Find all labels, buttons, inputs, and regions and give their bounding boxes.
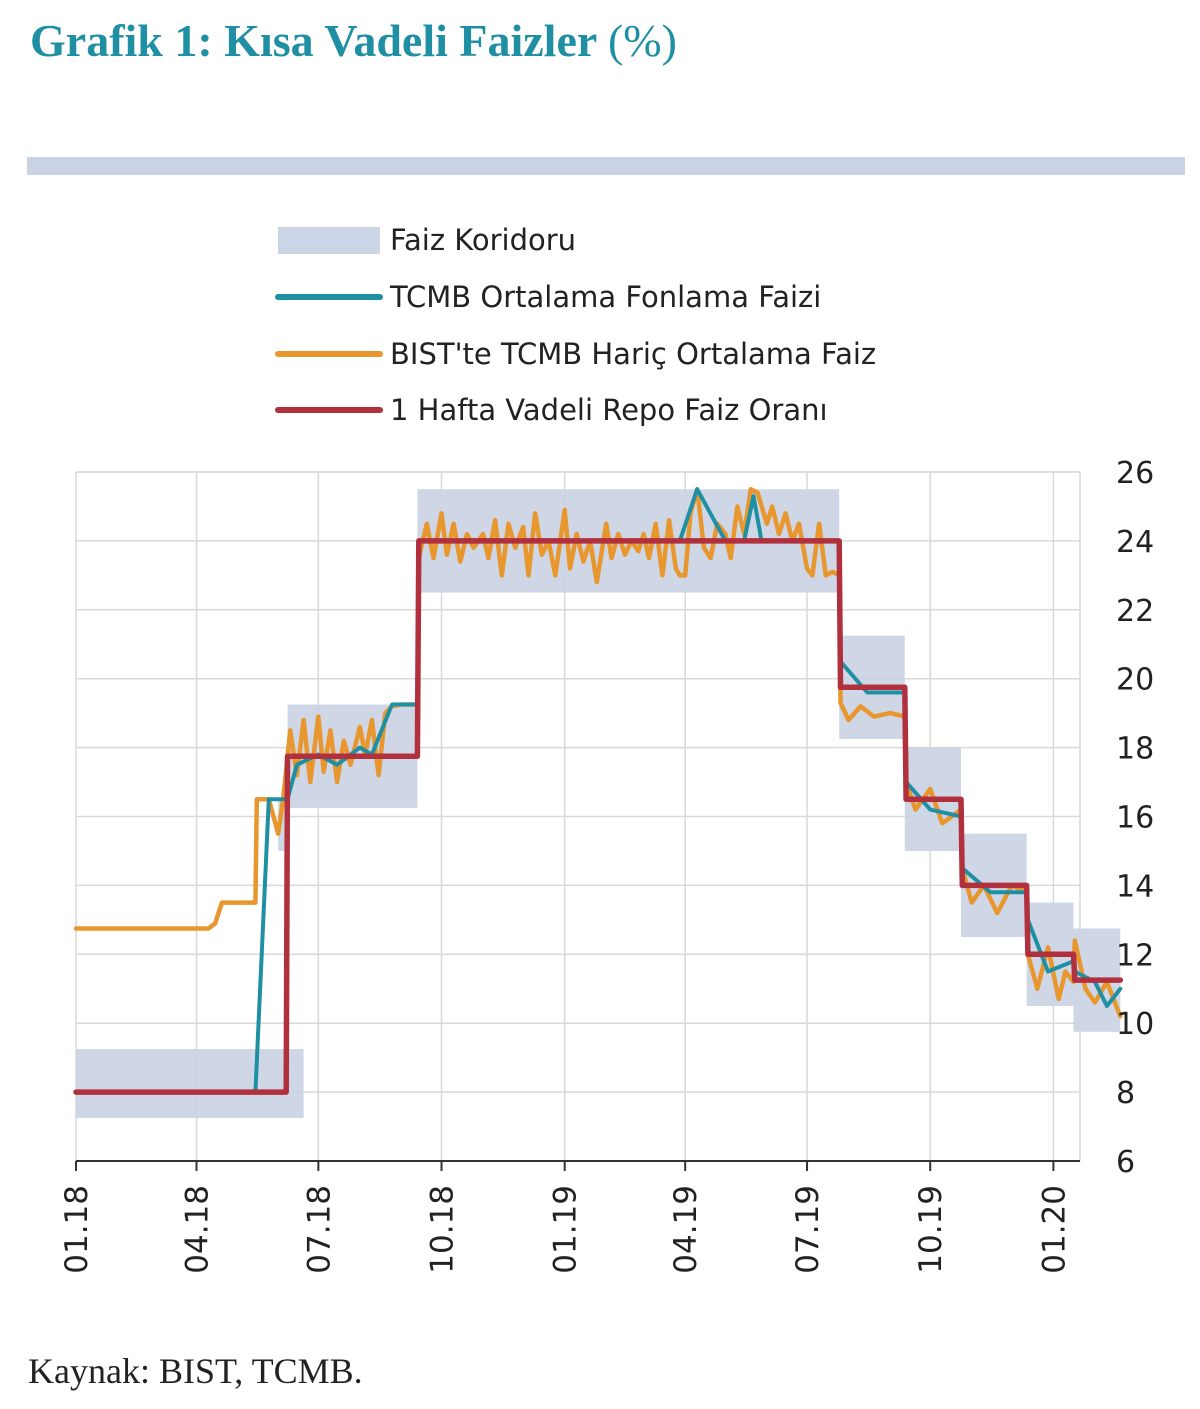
y-tick-label-10: 10 (1116, 1007, 1154, 1042)
chart-title-unit: (%) (607, 15, 677, 66)
x-tick-label-4: 01.19 (548, 1185, 584, 1274)
legend: Faiz Koridoru TCMB Ortalama Fonlama Faizi… (275, 223, 876, 427)
x-tick-label-0: 01.18 (59, 1185, 95, 1274)
y-tick-label-8: 8 (1116, 1076, 1135, 1111)
x-tick-label-6: 07.19 (790, 1185, 826, 1274)
x-tick-label-2: 07.18 (301, 1185, 337, 1274)
y-tick-label-26: 26 (1116, 456, 1154, 491)
legend-label-0: Faiz Koridoru (390, 223, 576, 257)
y-tick-label-24: 24 (1116, 525, 1154, 560)
legend-label-2: BIST'te TCMB Hariç Ortalama Faiz (390, 337, 876, 371)
y-tick-label-18: 18 (1116, 732, 1154, 767)
x-tick-label-3: 10.18 (425, 1185, 461, 1274)
series-line-2 (73, 486, 1123, 1019)
corridor-band-1 (278, 799, 288, 851)
legend-label-3: 1 Hafta Vadeli Repo Faiz Oranı (390, 393, 828, 427)
source-note: Kaynak: BIST, TCMB. (28, 1351, 363, 1391)
y-tick-label-14: 14 (1116, 869, 1154, 904)
y-tick-label-12: 12 (1116, 938, 1154, 973)
y-tick-label-6: 6 (1116, 1145, 1135, 1180)
y-tick-label-16: 16 (1116, 801, 1154, 836)
x-tick-label-5: 04.19 (668, 1185, 704, 1274)
corridor-band-0 (76, 1049, 304, 1118)
axes: 6 8 10 12 14 16 18 20 22 24 26 01.18 04.18 07.18 10.18… (59, 456, 1154, 1274)
legend-swatch-faiz-koridoru (278, 227, 380, 254)
legend-label-1: TCMB Ortalama Fonlama Faizi (389, 280, 821, 314)
x-tick-label-1: 04.18 (180, 1185, 216, 1274)
series-line-0 (73, 538, 1124, 1095)
chart-title-text: Grafik 1: Kısa Vadeli Faizler (30, 15, 597, 66)
series-lines (73, 486, 1124, 1095)
chart: Faiz Koridoru TCMB Ortalama Fonlama Faizi… (59, 223, 1154, 1274)
x-tick-label-8: 01.20 (1036, 1185, 1072, 1274)
chart-title: Grafik 1: Kısa Vadeli Faizler (%) (30, 14, 677, 67)
y-tick-label-20: 20 (1116, 663, 1154, 698)
title-divider (27, 157, 1185, 175)
x-tick-label-7: 10.19 (913, 1185, 949, 1274)
y-tick-label-22: 22 (1116, 594, 1154, 629)
